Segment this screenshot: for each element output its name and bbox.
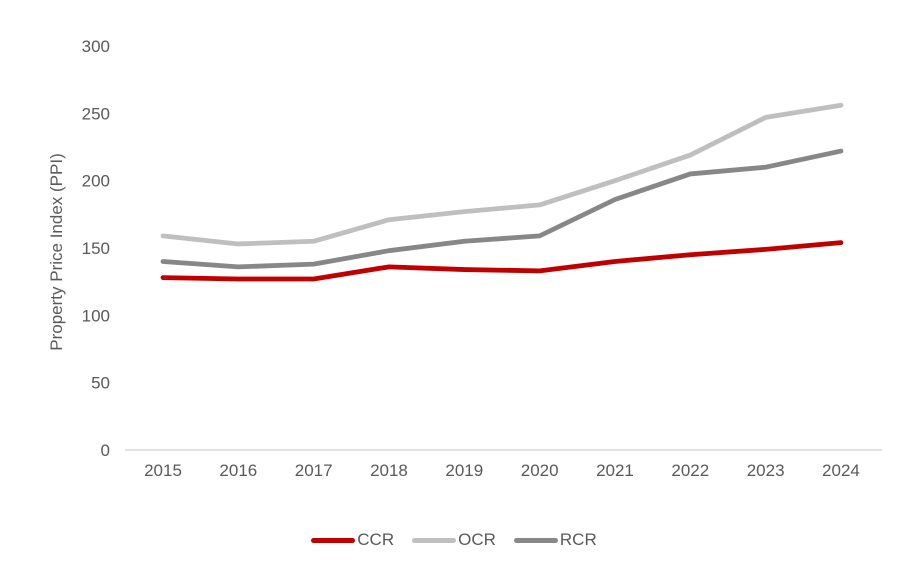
- y-tick-label: 0: [101, 441, 110, 460]
- y-axis-title: Property Price Index (PPI): [47, 153, 66, 351]
- legend-swatch-rcr: [513, 537, 558, 543]
- y-tick-label: 100: [82, 306, 110, 325]
- y-tick-label: 300: [82, 37, 110, 56]
- legend-item-ccr: CCR: [311, 530, 394, 550]
- x-tick-label: 2023: [747, 461, 785, 480]
- x-tick-label: 2016: [219, 461, 257, 480]
- legend-item-ocr: OCR: [412, 530, 496, 550]
- series-line-rcr: [160, 148, 844, 270]
- legend-label-rcr: RCR: [559, 530, 597, 549]
- y-tick-label: 50: [91, 374, 110, 393]
- x-tick-label: 2022: [671, 461, 709, 480]
- y-tick-label: 150: [82, 239, 110, 258]
- series-line-ccr: [160, 240, 844, 282]
- x-tick-label: 2019: [445, 461, 483, 480]
- legend-swatch-ocr: [412, 537, 457, 543]
- legend-label-ccr: CCR: [357, 530, 395, 549]
- x-tick-label: 2021: [596, 461, 634, 480]
- chart-legend: CCR OCR RCR: [0, 530, 908, 550]
- y-tick-label: 200: [82, 172, 110, 191]
- legend-swatch-ccr: [311, 537, 356, 543]
- y-tick-label: 250: [82, 104, 110, 123]
- legend-item-rcr: RCR: [513, 530, 597, 550]
- x-tick-label: 2020: [521, 461, 559, 480]
- x-tick-label: 2024: [822, 461, 860, 480]
- legend-label-ocr: OCR: [458, 530, 496, 549]
- x-tick-label: 2018: [370, 461, 408, 480]
- x-tick-label: 2017: [295, 461, 333, 480]
- x-tick-label: 2015: [144, 461, 182, 480]
- series-line-ocr: [160, 102, 844, 247]
- ppi-line-chart: 0 50 100 150 200 250 300 2015 2016 2017 2018 2019 20…: [82, 37, 882, 480]
